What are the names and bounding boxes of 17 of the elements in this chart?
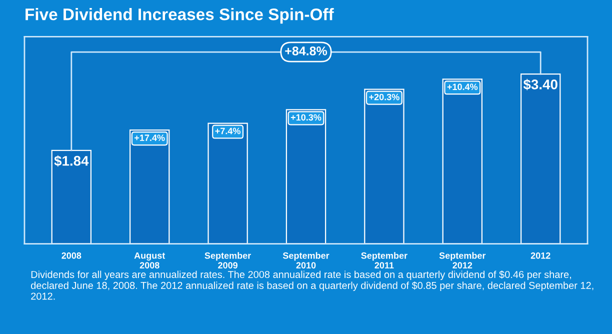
- text: +84.8%: [285, 46, 328, 56]
- x-tick-label: 2012: [530, 252, 550, 259]
- chart-title: Five Dividend Increases Since Spin-Off: [26, 8, 334, 24]
- annotation: +7.4%: [215, 128, 240, 134]
- annotation: $3.40: [523, 78, 558, 90]
- annotation: +10.3%: [290, 114, 322, 121]
- text: Dividends for all years are annualized rates. The 2008 annualized rate is based on a quarterly dividend of $0.46 per share, declared June 18, 2008. The 2012 annualized rate is based on a quarterly dividend of $0.85 per share, declared September 12, 2012.: [31, 270, 594, 300]
- x-tick-label: September 2011: [361, 252, 408, 269]
- x-tick-label: September 2012: [439, 252, 486, 269]
- x-tick-label: 2008: [62, 252, 82, 259]
- annotation: $1.84: [54, 155, 89, 167]
- annotation: +17.4%: [134, 134, 165, 141]
- x-tick-label: September 2010: [282, 252, 330, 269]
- x-tick-label: August 2008: [134, 252, 166, 269]
- annotation: +20.3%: [369, 94, 400, 100]
- x-tick-label: September 2009: [204, 252, 251, 269]
- annotation: +10.4%: [447, 84, 478, 90]
